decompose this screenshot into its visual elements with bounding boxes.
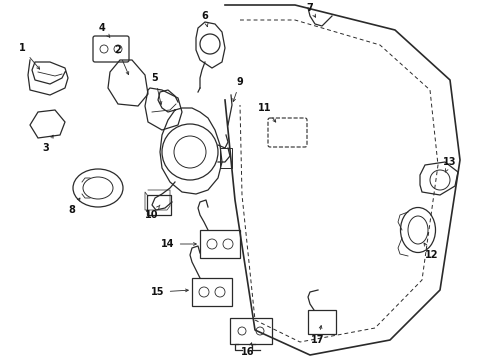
- Text: 9: 9: [232, 77, 243, 102]
- Text: 17: 17: [311, 326, 324, 345]
- Bar: [192, 278, 231, 306]
- Bar: [307, 310, 335, 334]
- Text: 16: 16: [241, 343, 254, 357]
- Text: 5: 5: [151, 73, 162, 104]
- Text: 2: 2: [114, 45, 128, 75]
- Text: 13: 13: [442, 157, 456, 172]
- Text: 3: 3: [42, 135, 53, 153]
- Text: 1: 1: [19, 43, 40, 69]
- Text: 12: 12: [423, 243, 438, 260]
- Text: 11: 11: [258, 103, 275, 122]
- Bar: [220, 148, 231, 168]
- Bar: [200, 230, 240, 258]
- Text: 14: 14: [161, 239, 196, 249]
- Text: 10: 10: [145, 205, 160, 220]
- Text: 15: 15: [151, 287, 188, 297]
- Text: 4: 4: [99, 23, 110, 37]
- Bar: [229, 318, 271, 344]
- Text: 8: 8: [68, 198, 80, 215]
- Text: 6: 6: [201, 11, 208, 27]
- Text: 7: 7: [306, 3, 315, 17]
